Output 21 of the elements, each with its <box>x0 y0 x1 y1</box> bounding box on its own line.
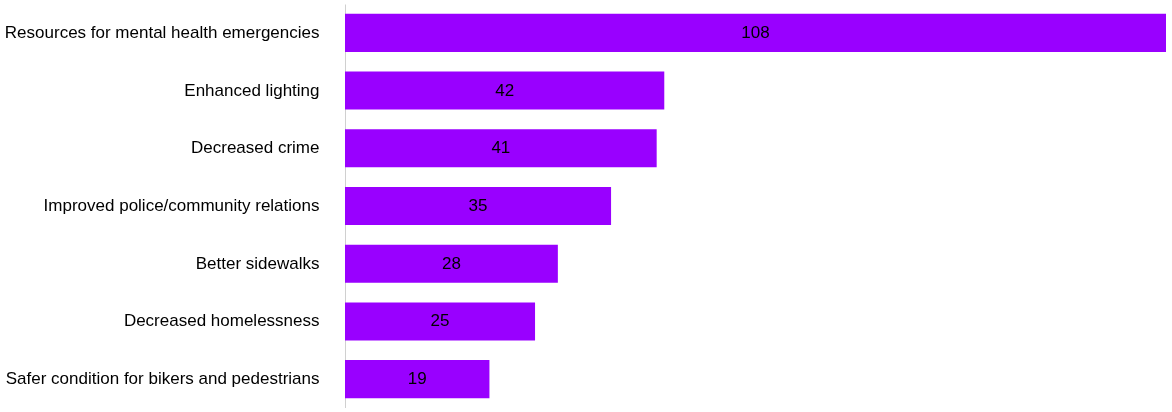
data-label: 28 <box>441 253 461 273</box>
bar <box>345 244 558 283</box>
data-label: 25 <box>430 311 450 331</box>
y-tick-label: Decreased crime <box>191 138 320 158</box>
y-tick-label: Decreased homelessness <box>123 311 320 331</box>
y-tick-label: Improved police/community relations <box>43 196 320 215</box>
bar <box>345 129 657 168</box>
bar <box>345 186 612 226</box>
data-label: 35 <box>468 196 488 215</box>
y-tick-label: Enhanced lighting <box>184 80 320 100</box>
bar <box>345 360 490 399</box>
data-label: 19 <box>407 369 427 389</box>
data-label: 41 <box>491 138 511 158</box>
y-tick-label: Better sidewalks <box>195 253 320 273</box>
bar <box>345 71 665 110</box>
bar <box>345 13 1166 52</box>
y-tick-label: Resources for mental health emergencies <box>4 22 320 42</box>
data-label: 42 <box>495 80 515 100</box>
y-tick-label: Safer condition for bikers and pedestrians <box>5 369 320 389</box>
data-label: 108 <box>741 22 770 42</box>
bar <box>345 302 536 341</box>
